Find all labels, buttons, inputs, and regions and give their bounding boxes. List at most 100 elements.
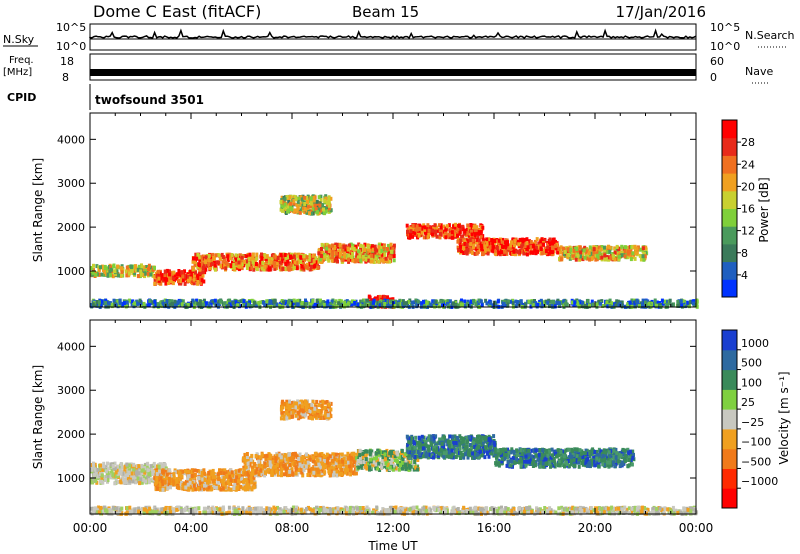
scatter-cell bbox=[334, 257, 338, 262]
scatter-cell bbox=[103, 264, 107, 269]
scatter-cell bbox=[292, 298, 296, 303]
scatter-cell bbox=[183, 281, 187, 286]
scatter-cell bbox=[273, 298, 277, 303]
scatter-cell bbox=[323, 198, 327, 203]
scatter-cell bbox=[557, 247, 561, 251]
scatter-cell bbox=[163, 298, 167, 303]
scatter-cell bbox=[285, 195, 289, 200]
scatter-cell bbox=[565, 302, 569, 307]
scatter-cell bbox=[314, 303, 318, 308]
scatter-cell bbox=[471, 301, 475, 306]
scatter-cell bbox=[104, 469, 108, 474]
scatter-cell bbox=[402, 301, 406, 306]
scatter-cell bbox=[135, 473, 139, 477]
scatter-cell bbox=[184, 302, 188, 307]
scatter-cell bbox=[378, 300, 382, 305]
scatter-cell bbox=[359, 243, 363, 248]
scatter-cell bbox=[94, 272, 98, 277]
freq-label-line2: [MHz] bbox=[3, 67, 32, 78]
scatter-cell bbox=[200, 278, 204, 283]
scatter-cell bbox=[163, 269, 167, 274]
scatter-cell bbox=[296, 199, 300, 204]
scatter-cell bbox=[542, 249, 546, 254]
scatter-cell bbox=[391, 297, 395, 302]
scatter-cell bbox=[350, 255, 354, 259]
scatter-cell bbox=[338, 452, 342, 457]
scatter-cell bbox=[634, 251, 638, 255]
scatter-cell bbox=[165, 476, 169, 481]
scatter-cell bbox=[309, 470, 313, 475]
scatter-cell bbox=[437, 304, 441, 309]
scatter-cell bbox=[188, 474, 192, 478]
scatter-cell bbox=[230, 253, 234, 257]
scatter-cell bbox=[156, 302, 160, 307]
scatter-cell bbox=[289, 204, 293, 209]
scatter-cell bbox=[309, 259, 313, 264]
scatter-cell bbox=[493, 238, 496, 243]
scatter-cell bbox=[610, 301, 614, 306]
scatter-cell bbox=[136, 274, 140, 279]
scatter-cell bbox=[554, 239, 557, 244]
scatter-cell bbox=[514, 252, 517, 257]
nsearch-label: N.Search bbox=[745, 29, 795, 42]
scatter-cell bbox=[343, 303, 347, 308]
scatter-cell bbox=[572, 248, 576, 253]
scatter-cell bbox=[213, 475, 217, 480]
scatter-cell bbox=[581, 300, 584, 305]
scatter-cell bbox=[207, 253, 211, 258]
scatter-cell bbox=[598, 250, 602, 255]
scatter-cell bbox=[165, 268, 169, 273]
nsky-line bbox=[89, 28, 697, 40]
scatter-cell bbox=[139, 272, 143, 277]
scatter-cell bbox=[260, 256, 264, 260]
scatter-cell bbox=[136, 267, 140, 272]
nsky-label: N.Sky bbox=[3, 33, 35, 46]
scatter-cell bbox=[383, 295, 387, 299]
scatter-cell bbox=[339, 299, 343, 304]
scatter-cell bbox=[539, 239, 543, 244]
scatter-cell bbox=[147, 267, 150, 271]
scatter-cell bbox=[137, 471, 141, 476]
scatter-cell bbox=[556, 250, 560, 255]
scatter-cell bbox=[672, 302, 675, 307]
scatter-cell bbox=[217, 477, 221, 481]
scatter-cell bbox=[425, 228, 429, 233]
scatter-cell bbox=[432, 299, 436, 304]
scatter-cell bbox=[187, 470, 191, 474]
scatter-cell bbox=[473, 228, 477, 233]
scatter-cell bbox=[523, 241, 526, 246]
scatter-cell bbox=[369, 301, 373, 306]
colorbar-tick-label: 12 bbox=[741, 225, 755, 238]
scatter-cell bbox=[429, 302, 433, 307]
scatter-cell bbox=[117, 303, 121, 308]
scatter-cell bbox=[468, 246, 472, 251]
scatter-cell bbox=[214, 253, 218, 258]
scatter-cell bbox=[299, 260, 303, 264]
colorbar-tick-label: 28 bbox=[741, 136, 755, 149]
scatter-cell bbox=[222, 482, 225, 487]
scatter-cell bbox=[112, 298, 116, 303]
scatter-cell bbox=[518, 237, 522, 242]
scatter-cell bbox=[140, 468, 144, 473]
scatter-cell bbox=[435, 234, 439, 239]
scatter-cell bbox=[342, 244, 346, 249]
scatter-cell bbox=[411, 226, 415, 231]
scatter-cell bbox=[301, 194, 305, 199]
scatter-cell bbox=[188, 276, 192, 281]
scatter-cell bbox=[280, 259, 284, 264]
scatter-cell bbox=[212, 260, 216, 265]
scatter-cell bbox=[408, 235, 412, 240]
scatter-cell bbox=[418, 223, 422, 228]
scatter-cell bbox=[479, 235, 483, 240]
scatter-cell bbox=[301, 203, 305, 208]
scatter-cell bbox=[153, 275, 157, 280]
scatter-cell bbox=[243, 254, 247, 258]
scatter-cell bbox=[302, 262, 305, 267]
scatter-cell bbox=[543, 246, 547, 251]
scatter-cell bbox=[202, 468, 206, 473]
scatter-cell bbox=[295, 209, 299, 214]
scatter-cell bbox=[237, 260, 241, 265]
colorbar-tick-label: 4 bbox=[741, 269, 748, 282]
scatter-cell bbox=[130, 471, 134, 476]
scatter-cell bbox=[173, 482, 177, 487]
